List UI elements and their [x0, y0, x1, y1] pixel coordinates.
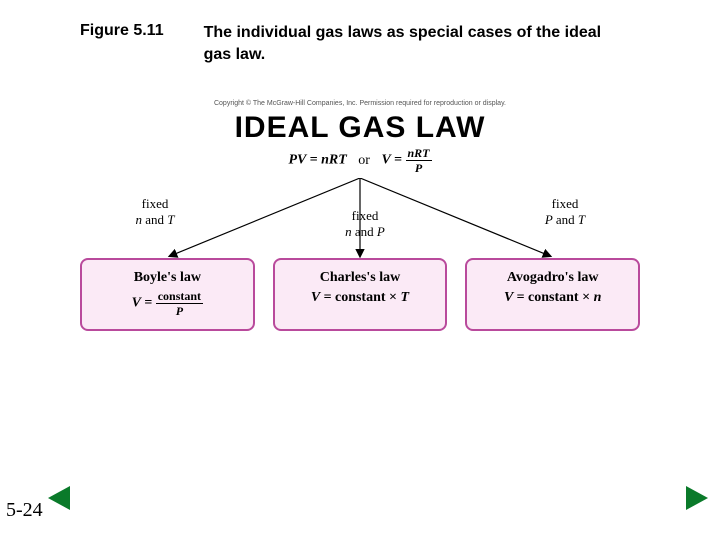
branch-area: fixedn and T fixedn and P fixedP and T [80, 178, 640, 258]
branch-label: fixedP and T [530, 196, 600, 229]
page-number: 5-24 [6, 499, 43, 522]
eq-right-lhs: V = [381, 153, 402, 168]
law-name: Boyle's law [88, 270, 247, 286]
eq-right-fraction: nRT P [406, 147, 432, 174]
eq-right-num: nRT [406, 147, 432, 161]
law-name: Charles's law [281, 270, 440, 286]
law-equation: V = constantP [88, 290, 247, 317]
eq-or: or [350, 153, 378, 168]
eq-left: PV = nRT [288, 153, 346, 168]
ideal-gas-equation: PV = nRT or V = nRT P [80, 147, 640, 174]
branch-label: fixedn and P [330, 208, 400, 241]
law-equation: V = constant × T [281, 290, 440, 306]
branch-label: fixedn and T [120, 196, 190, 229]
law-box: Avogadro's law V = constant × n [465, 258, 640, 331]
prev-slide-button[interactable] [48, 486, 70, 510]
law-box: Charles's law V = constant × T [273, 258, 448, 331]
next-slide-button[interactable] [686, 486, 708, 510]
copyright-line: Copyright © The McGraw-Hill Companies, I… [80, 100, 640, 107]
gas-law-diagram: Copyright © The McGraw-Hill Companies, I… [80, 100, 640, 331]
law-boxes-row: Boyle's law V = constantP Charles's law V =… [80, 258, 640, 331]
law-equation: V = constant × n [473, 290, 632, 306]
figure-title: The individual gas laws as special cases… [204, 22, 624, 65]
law-box: Boyle's law V = constantP [80, 258, 255, 331]
law-name: Avogadro's law [473, 270, 632, 286]
diagram-title: IDEAL GAS LAW [80, 111, 640, 145]
eq-right-den: P [406, 161, 432, 174]
figure-header: Figure 5.11 The individual gas laws as s… [0, 0, 720, 65]
figure-number: Figure 5.11 [80, 22, 164, 65]
